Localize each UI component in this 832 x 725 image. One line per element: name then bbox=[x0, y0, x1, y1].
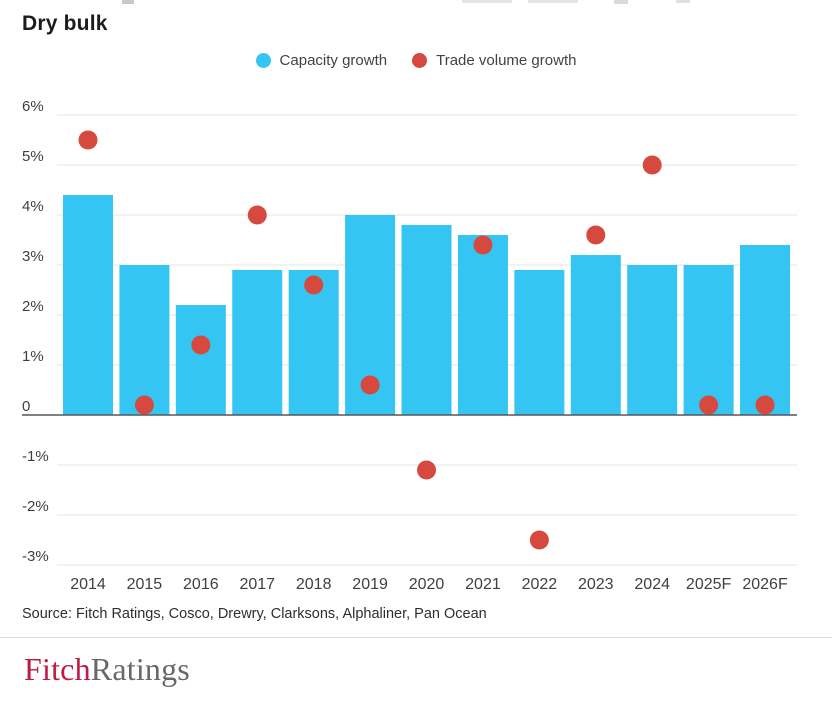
x-axis-label-2017: 2017 bbox=[239, 576, 275, 593]
fitch-ratings-logo-fitch: Fitch bbox=[24, 651, 91, 687]
y-axis-label-5: 5% bbox=[22, 148, 44, 165]
dot-2020 bbox=[417, 460, 437, 480]
x-axis-label-2026F: 2026F bbox=[742, 576, 788, 593]
y-axis-label--3: -3% bbox=[22, 548, 49, 565]
chart-legend: Capacity growth Trade volume growth bbox=[0, 52, 832, 69]
bar-2016 bbox=[175, 305, 226, 415]
bar-2021 bbox=[457, 235, 508, 415]
bar-2020 bbox=[401, 225, 452, 415]
circle-marker-red-icon bbox=[412, 53, 428, 68]
dot-2025F bbox=[699, 395, 719, 415]
bar-2024 bbox=[627, 265, 678, 415]
bar-2014 bbox=[63, 195, 113, 415]
x-axis-label-2021: 2021 bbox=[465, 576, 501, 593]
x-axis-label-2018: 2018 bbox=[296, 576, 332, 593]
fitch-ratings-logo-ratings: Ratings bbox=[90, 651, 190, 687]
dot-2026F bbox=[755, 395, 775, 415]
y-axis-label-2: 2% bbox=[22, 298, 44, 315]
top-crop-artifact bbox=[614, 0, 628, 4]
x-axis-label-2023: 2023 bbox=[578, 576, 614, 593]
dot-2017 bbox=[247, 205, 267, 225]
y-axis-label--1: -1% bbox=[22, 448, 49, 465]
x-axis-label-2020: 2020 bbox=[409, 576, 445, 593]
x-axis-label-2025F: 2025F bbox=[686, 576, 732, 593]
top-crop-artifact bbox=[122, 0, 134, 4]
dot-2019 bbox=[360, 375, 380, 395]
circle-marker-blue-icon bbox=[255, 53, 271, 68]
footer-divider bbox=[0, 637, 832, 638]
x-axis-label-2016: 2016 bbox=[183, 576, 219, 593]
legend-item-trade-volume-growth: Trade volume growth bbox=[412, 52, 576, 69]
dot-2016 bbox=[191, 335, 211, 355]
y-axis-label-0: 0 bbox=[22, 398, 30, 415]
x-axis-label-2022: 2022 bbox=[522, 576, 558, 593]
y-axis-label--2: -2% bbox=[22, 498, 49, 515]
x-axis-label-2015: 2015 bbox=[127, 576, 163, 593]
x-axis-label-2024: 2024 bbox=[634, 576, 670, 593]
y-axis-label-3: 3% bbox=[22, 248, 44, 265]
bar-2015 bbox=[119, 265, 170, 415]
fitch-ratings-logo: FitchRatings bbox=[24, 651, 190, 688]
bar-2026F bbox=[740, 245, 791, 415]
y-axis-label-4: 4% bbox=[22, 198, 44, 215]
chart-title: Dry bulk bbox=[22, 12, 108, 35]
dot-2021 bbox=[473, 235, 493, 255]
legend-label-trade-volume-growth: Trade volume growth bbox=[436, 52, 577, 69]
chart-plot-area: 6% 5% 4% 3% 2% 1% 0 -1% -2% -3% 2014 2015 2016 2017 20… bbox=[22, 98, 797, 593]
dot-2015 bbox=[134, 395, 154, 415]
bar-2025F bbox=[683, 265, 734, 415]
dot-2014 bbox=[78, 130, 98, 150]
top-crop-artifact bbox=[528, 0, 578, 3]
dot-2018 bbox=[304, 275, 324, 295]
top-crop-artifact bbox=[462, 0, 512, 3]
x-axis-label-2014: 2014 bbox=[70, 576, 106, 593]
legend-item-capacity-growth: Capacity growth bbox=[255, 52, 388, 69]
dot-2024 bbox=[642, 155, 662, 175]
y-axis-label-1: 1% bbox=[22, 348, 44, 365]
top-crop-artifact bbox=[676, 0, 690, 3]
source-note: Source: Fitch Ratings, Cosco, Drewry, Cl… bbox=[22, 606, 487, 622]
x-axis-label-2019: 2019 bbox=[352, 576, 388, 593]
dot-2023 bbox=[586, 225, 606, 245]
bar-2022 bbox=[514, 270, 565, 415]
bar-2017 bbox=[232, 270, 283, 415]
legend-label-capacity-growth: Capacity growth bbox=[279, 52, 388, 69]
bar-2023 bbox=[570, 255, 621, 415]
y-axis-label-6: 6% bbox=[22, 98, 44, 115]
dot-2022 bbox=[529, 530, 549, 550]
